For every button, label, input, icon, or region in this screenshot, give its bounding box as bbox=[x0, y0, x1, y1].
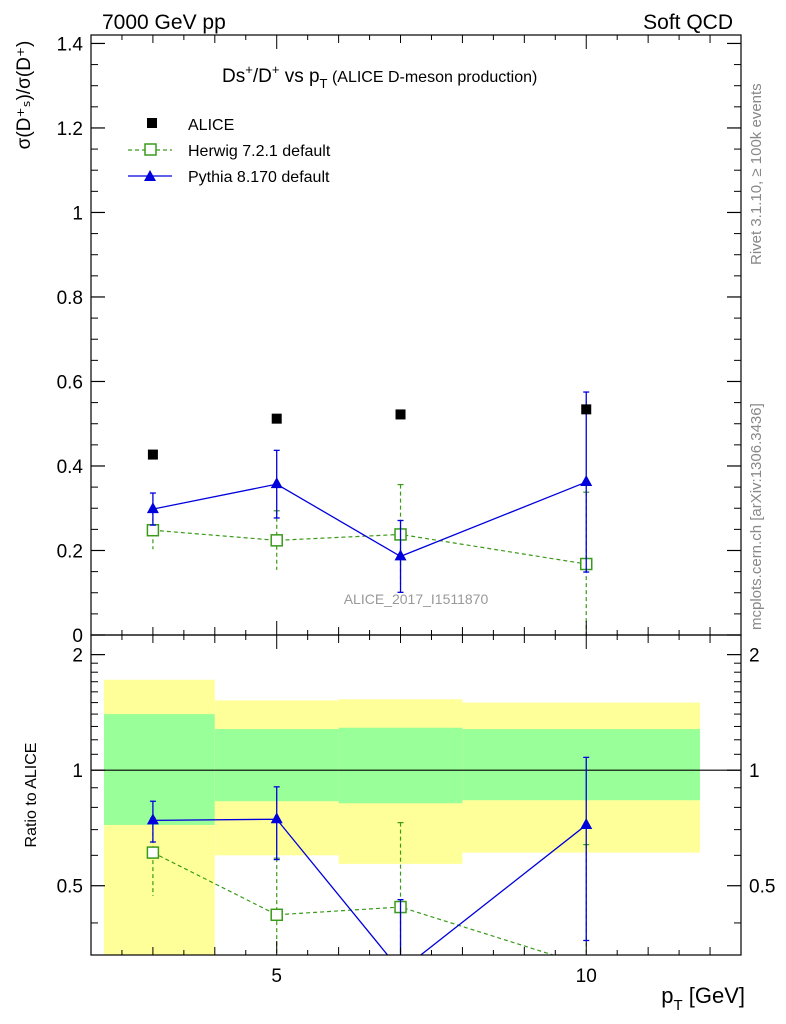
alice-point bbox=[271, 413, 282, 424]
legend-pythia-marker bbox=[144, 170, 156, 181]
plot-title: Ds+/D+ vs pT (ALICE D-meson production) bbox=[222, 62, 537, 91]
main-panel: 0 0.2 0.4 0.6 0.8 1 1.2 1.4 Ds+/D+ vs pT (ALICE… bbox=[14, 34, 742, 647]
y-tick-label: 0.6 bbox=[57, 372, 83, 393]
ratio-series-group bbox=[146, 756, 593, 975]
legend: ALICE Herwig 7.2.1 default Pythia 8.170 … bbox=[128, 117, 331, 186]
ratio-y-tick-label-right: 0.5 bbox=[749, 877, 775, 898]
pythia-point bbox=[580, 475, 593, 487]
y-tick-label: 1.2 bbox=[57, 119, 83, 140]
header-right: Soft QCD bbox=[643, 11, 733, 34]
pythia-ratio-point bbox=[146, 813, 159, 825]
herwig-point bbox=[270, 534, 283, 547]
herwig-line bbox=[152, 529, 587, 565]
pythia-point bbox=[146, 502, 159, 514]
pythia-point bbox=[394, 549, 407, 561]
herwig-ratio-line bbox=[152, 852, 556, 955]
y-tick-label: 0.4 bbox=[57, 457, 84, 478]
ratio-y-tick-label-right: 2 bbox=[749, 646, 760, 667]
y-tick-label: 1 bbox=[72, 203, 83, 224]
pythia-point bbox=[270, 477, 283, 489]
header-left: 7000 GeV pp bbox=[102, 11, 226, 34]
x-tick-label: 10 bbox=[576, 966, 597, 987]
ratio-y-tick-label-left: 0.5 bbox=[57, 877, 83, 898]
y-tick-label: 1.4 bbox=[57, 34, 84, 55]
herwig-point bbox=[146, 523, 160, 537]
legend-herwig-label: Herwig 7.2.1 default bbox=[188, 143, 331, 160]
pythia-ratio-point bbox=[580, 817, 593, 829]
y-axis-label-ratio: Ratio to ALICE bbox=[23, 743, 40, 848]
x-tick-label: 5 bbox=[271, 966, 282, 987]
herwig-ratio-point bbox=[270, 908, 283, 922]
ratio-panel: 0.5 0.5 1 1 2 2 5 10 Ratio to ALICE bbox=[23, 634, 775, 987]
x-axis-label: pT [GeV] bbox=[661, 983, 745, 1014]
legend-pythia-label: Pythia 8.170 default bbox=[188, 169, 330, 186]
uncertainty-band-inner bbox=[462, 729, 701, 801]
ratio-y-tick-label-right: 1 bbox=[749, 761, 760, 782]
alice-point bbox=[147, 449, 158, 460]
y-axis-label-main: σ(D⁺ₛ)/σ(D⁺) bbox=[14, 41, 35, 150]
y-tick-label: 0.8 bbox=[57, 288, 83, 309]
legend-alice-marker bbox=[147, 118, 157, 128]
pythia-ratio-point bbox=[270, 812, 283, 824]
analysis-watermark: ALICE_2017_I1511870 bbox=[344, 591, 489, 607]
rivet-version-text: Rivet 3.1.10, ≥ 100k events bbox=[748, 83, 765, 265]
alice-point bbox=[581, 404, 592, 415]
herwig-ratio-point bbox=[146, 846, 160, 859]
mcplots-reference-text: mcplots.cern.ch [arXiv:1306.3436] bbox=[748, 403, 765, 630]
ratio-y-tick-label-left: 1 bbox=[72, 761, 83, 782]
uncertainty-band-inner bbox=[104, 714, 215, 825]
legend-herwig-marker bbox=[144, 143, 157, 156]
alice-point bbox=[395, 409, 406, 420]
pythia-ratio-point bbox=[395, 964, 407, 975]
ratio-y-tick-label-left: 2 bbox=[72, 646, 83, 667]
uncertainty-band-inner bbox=[338, 727, 463, 804]
y-tick-label: 0.2 bbox=[57, 541, 83, 562]
legend-alice-label: ALICE bbox=[188, 117, 234, 134]
y-tick-label: 0 bbox=[72, 626, 83, 647]
ratio-frame bbox=[90, 634, 742, 956]
pythia-line bbox=[152, 481, 587, 558]
pythia-ratio-line bbox=[152, 818, 587, 955]
